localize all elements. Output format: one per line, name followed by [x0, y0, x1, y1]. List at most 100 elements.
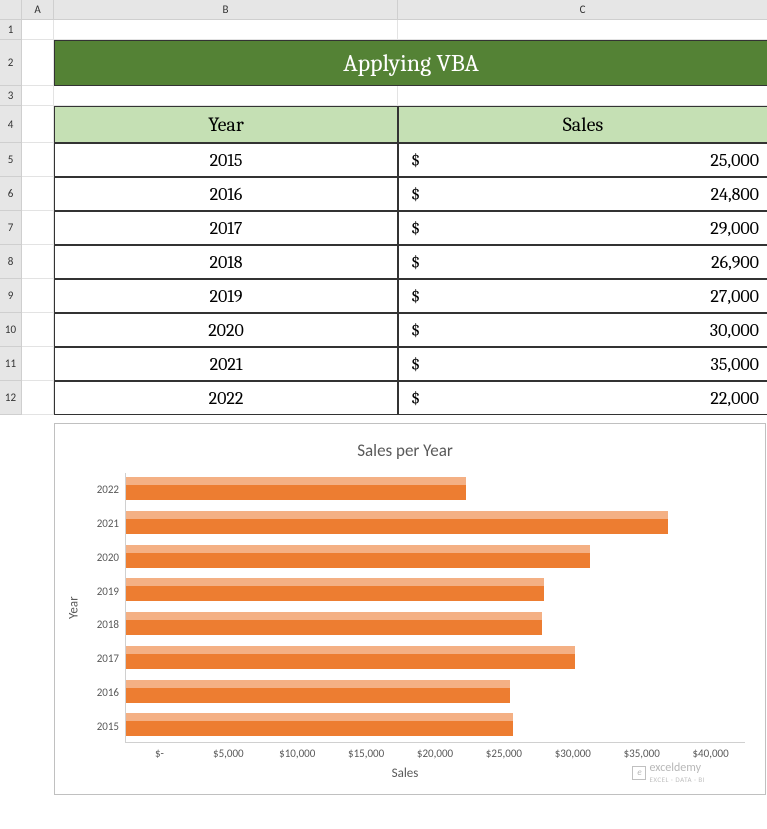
- header-sales[interactable]: Sales: [398, 106, 767, 143]
- bar-main: [126, 654, 575, 669]
- currency-symbol: $: [407, 184, 420, 205]
- cell-sales-2015[interactable]: $25,000: [398, 143, 767, 177]
- chart-body: Year 20222021202020192018201720162015: [65, 473, 745, 743]
- cell-a8[interactable]: [22, 245, 54, 279]
- sales-value: 29,000: [710, 218, 759, 239]
- watermark-icon: e: [632, 766, 646, 780]
- sales-value: 26,900: [711, 252, 759, 273]
- cell-sales-2021[interactable]: $35,000: [398, 347, 767, 381]
- cell-a2[interactable]: [22, 40, 54, 86]
- cell-a6[interactable]: [22, 177, 54, 211]
- currency-symbol: $: [407, 320, 420, 341]
- bar-main: [126, 620, 542, 635]
- cell-c3[interactable]: [398, 86, 767, 106]
- x-tick-2: $10,000: [263, 747, 332, 760]
- sales-value: 24,800: [711, 184, 759, 205]
- row-header-8[interactable]: 8: [0, 245, 22, 279]
- y-tick-2017: 2017: [83, 652, 119, 665]
- x-tick-6: $30,000: [538, 747, 607, 760]
- bar-2019: [126, 574, 745, 608]
- watermark-sub: EXCEL · DATA · BI: [649, 775, 705, 784]
- cell-year-2022[interactable]: 2022: [54, 381, 398, 415]
- cell-sales-2018[interactable]: $26,900: [398, 245, 767, 279]
- sales-value: 35,000: [711, 354, 759, 375]
- x-axis-ticks: $-$5,000$10,000$15,000$20,000$25,000$30,…: [125, 747, 745, 760]
- row-header-2[interactable]: 2: [0, 40, 22, 86]
- chart-container[interactable]: Sales per Year Year 20222021202020192018…: [54, 423, 766, 795]
- row-header-6[interactable]: 6: [0, 177, 22, 211]
- bar-main: [126, 721, 513, 736]
- main-grid: Applying VBA Year Sales 2015$25,0002016$…: [22, 20, 767, 415]
- bar-main: [126, 688, 510, 703]
- cell-a10[interactable]: [22, 313, 54, 347]
- watermark-text: exceldemy: [649, 761, 705, 775]
- y-axis-label: Year: [65, 473, 83, 743]
- cell-a11[interactable]: [22, 347, 54, 381]
- bar-2017: [126, 642, 745, 676]
- bar-2016: [126, 676, 745, 710]
- row-header-12[interactable]: 12: [0, 381, 22, 415]
- corner-cell[interactable]: [0, 0, 22, 20]
- header-year[interactable]: Year: [54, 106, 398, 143]
- currency-symbol: $: [407, 252, 420, 273]
- row-header-1[interactable]: 1: [0, 20, 22, 40]
- sheet-content: Applying VBA Year Sales 2015$25,0002016$…: [22, 20, 767, 795]
- cell-sales-2016[interactable]: $24,800: [398, 177, 767, 211]
- column-header-a[interactable]: A: [22, 0, 54, 20]
- sales-value: 27,000: [710, 286, 759, 307]
- cell-year-2015[interactable]: 2015: [54, 143, 398, 177]
- cell-year-2016[interactable]: 2016: [54, 177, 398, 211]
- title-banner[interactable]: Applying VBA: [54, 40, 767, 86]
- cell-a4[interactable]: [22, 106, 54, 143]
- cell-year-2018[interactable]: 2018: [54, 245, 398, 279]
- row-header-3[interactable]: 3: [0, 86, 22, 106]
- watermark: e exceldemy EXCEL · DATA · BI: [632, 761, 705, 784]
- row-header-10[interactable]: 10: [0, 313, 22, 347]
- x-tick-7: $35,000: [607, 747, 676, 760]
- column-headers: A B C: [22, 0, 767, 20]
- cell-a7[interactable]: [22, 211, 54, 245]
- y-tick-2019: 2019: [83, 585, 119, 598]
- row-headers: 123456789101112: [0, 20, 22, 415]
- cell-sales-2019[interactable]: $27,000: [398, 279, 767, 313]
- bar-main: [126, 485, 466, 500]
- cell-year-2021[interactable]: 2021: [54, 347, 398, 381]
- bar-2022: [126, 473, 745, 507]
- bar-main: [126, 586, 544, 601]
- sales-value: 22,000: [710, 388, 759, 409]
- bar-2020: [126, 541, 745, 575]
- y-tick-2021: 2021: [83, 517, 119, 530]
- cell-a9[interactable]: [22, 279, 54, 313]
- column-header-c[interactable]: C: [398, 0, 767, 20]
- currency-symbol: $: [407, 354, 420, 375]
- cell-c1[interactable]: [398, 20, 767, 40]
- cell-b1[interactable]: [54, 20, 398, 40]
- cell-year-2019[interactable]: 2019: [54, 279, 398, 313]
- y-tick-2015: 2015: [83, 720, 119, 733]
- y-tick-2018: 2018: [83, 618, 119, 631]
- row-header-4[interactable]: 4: [0, 106, 22, 143]
- cell-sales-2017[interactable]: $29,000: [398, 211, 767, 245]
- cell-year-2020[interactable]: 2020: [54, 313, 398, 347]
- cell-a5[interactable]: [22, 143, 54, 177]
- currency-symbol: $: [407, 286, 420, 307]
- cell-a3[interactable]: [22, 86, 54, 106]
- row-header-7[interactable]: 7: [0, 211, 22, 245]
- cell-sales-2020[interactable]: $30,000: [398, 313, 767, 347]
- x-tick-4: $20,000: [401, 747, 470, 760]
- row-header-9[interactable]: 9: [0, 279, 22, 313]
- x-tick-0: $-: [125, 747, 194, 760]
- row-header-11[interactable]: 11: [0, 347, 22, 381]
- y-axis-ticks: 20222021202020192018201720162015: [83, 473, 125, 743]
- column-header-b[interactable]: B: [54, 0, 398, 20]
- x-tick-8: $40,000: [676, 747, 745, 760]
- cell-a12[interactable]: [22, 381, 54, 415]
- y-tick-2016: 2016: [83, 686, 119, 699]
- bar-2018: [126, 608, 745, 642]
- bar-main: [126, 519, 668, 534]
- cell-sales-2022[interactable]: $22,000: [398, 381, 767, 415]
- cell-a1[interactable]: [22, 20, 54, 40]
- cell-b3[interactable]: [54, 86, 398, 106]
- cell-year-2017[interactable]: 2017: [54, 211, 398, 245]
- row-header-5[interactable]: 5: [0, 143, 22, 177]
